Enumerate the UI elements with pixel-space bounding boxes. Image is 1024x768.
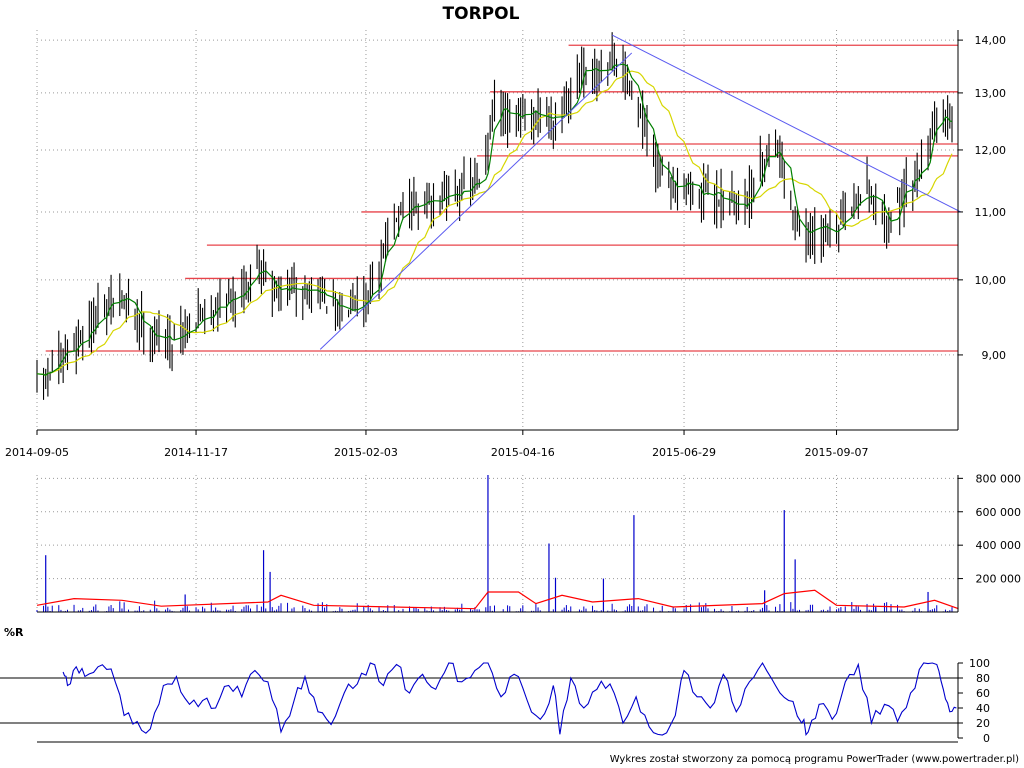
price-axis: 9,00 10,00 11,00 12,00 13,00 14,00 [957, 30, 1007, 430]
trendline [319, 52, 633, 350]
volume-tick-label: 200 000 [976, 573, 1022, 586]
price-tick-label: 13,00 [975, 87, 1007, 100]
williams-tick-label: 60 [976, 687, 990, 700]
williams-tick-label: 0 [983, 732, 990, 745]
volume-tick-label: 400 000 [976, 539, 1022, 552]
sma-fast-line [36, 63, 953, 377]
support-resistance-levels [45, 44, 958, 352]
williams-line [62, 661, 957, 737]
price-tick-label: 14,00 [975, 34, 1007, 47]
moving-averages [36, 63, 953, 377]
williams-tick-label: 100 [969, 657, 990, 670]
volume-axis: 200 000 400 000 600 000 800 000 [37, 472, 1022, 613]
volume-average-line [36, 589, 959, 610]
volume-grid [36, 475, 958, 612]
price-tick-label: 9,00 [982, 349, 1007, 362]
chart-title: TORPOL [443, 4, 520, 24]
date-tick-label: 2014-09-05 [5, 446, 69, 459]
williams-tick-label: 80 [976, 672, 990, 685]
williams-tick-label: 40 [976, 702, 990, 715]
williams-axis: 0 20 40 60 80 100 [37, 657, 990, 745]
date-tick-label: 2015-09-07 [805, 446, 869, 459]
date-tick-label: 2015-04-16 [491, 446, 555, 459]
date-tick-label: 2015-06-29 [652, 446, 716, 459]
williams-label: %R [4, 626, 24, 639]
williams-panel: %R 0 20 40 60 80 100 [0, 626, 990, 745]
price-tick-label: 11,00 [975, 206, 1007, 219]
volume-tick-label: 600 000 [976, 506, 1022, 519]
trendlines [319, 34, 961, 350]
price-panel: 9,00 10,00 11,00 12,00 13,00 14,00 2014-09-05… [5, 30, 1006, 459]
williams-r-line [62, 661, 957, 737]
date-axis: 2014-09-05 2014-11-17 2015-02-03 2015-04-16… [5, 429, 958, 459]
williams-tick-label: 20 [976, 717, 990, 730]
williams-grid [0, 677, 958, 724]
date-tick-label: 2015-02-03 [334, 446, 398, 459]
price-grid [36, 30, 958, 430]
date-tick-label: 2014-11-17 [164, 446, 228, 459]
price-tick-label: 12,00 [975, 144, 1007, 157]
volume-average [36, 589, 959, 610]
volume-tick-label: 800 000 [976, 472, 1022, 485]
price-tick-label: 10,00 [975, 274, 1007, 287]
trendline [611, 34, 961, 213]
volume-panel: 200 000 400 000 600 000 800 000 [36, 472, 1022, 613]
footer-credit: Wykres został stworzony za pomocą progra… [610, 754, 1019, 765]
price-bars [36, 32, 953, 400]
